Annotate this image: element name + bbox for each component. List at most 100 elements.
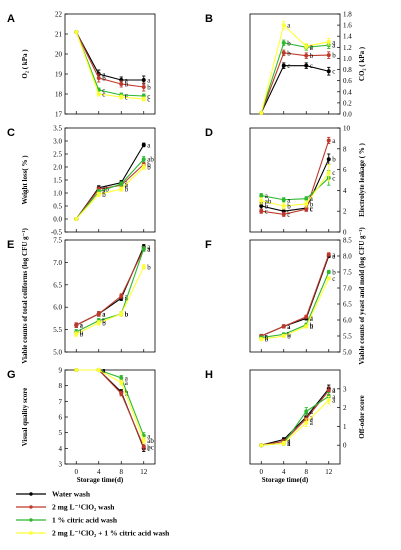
panel-letter: B: [205, 13, 213, 25]
significance-label: a: [310, 195, 314, 203]
data-point: [141, 438, 146, 443]
panel-e: E 5.0 5.5 6.0 6.5 7.0 7.5 Viable counts of tota…: [7, 228, 156, 364]
data-point: [141, 246, 146, 251]
significance-label: a: [332, 385, 336, 393]
y-tick-label: 21: [55, 31, 63, 39]
x-tick-label: 8: [305, 468, 309, 476]
data-point: [326, 398, 331, 403]
data-point: [304, 207, 309, 212]
series-line: [261, 158, 330, 212]
y-tick-label: 6.0: [343, 317, 352, 325]
significance-label: a: [125, 77, 129, 85]
significance-label: b: [80, 328, 84, 336]
data-point: [326, 53, 331, 58]
series-line: [76, 248, 145, 326]
data-point: [259, 198, 264, 203]
data-point: [304, 196, 309, 201]
data-point: [141, 97, 146, 101]
significance-label: a: [80, 322, 84, 330]
y-tick-label: 0.0: [53, 216, 62, 224]
significance-label: c: [287, 211, 290, 219]
y-tick-label: 0.2: [343, 99, 352, 107]
y-tick-label: 5.0: [343, 349, 352, 357]
data-point: [141, 85, 146, 89]
x-tick-label: 12: [325, 468, 333, 476]
legend-swatch-marker: [29, 492, 33, 496]
significance-label: a: [287, 440, 291, 448]
x-tick-label: 4: [97, 468, 101, 476]
significance-label: a: [310, 419, 314, 427]
y-tick-label: 7.0: [343, 285, 352, 293]
significance-label: ab: [265, 197, 272, 205]
significance-label: c: [332, 68, 335, 76]
y-tick-label: 8: [59, 382, 63, 390]
data-point: [304, 53, 309, 58]
significance-label: b: [310, 323, 314, 331]
y-tick-label: 1.2: [343, 44, 352, 52]
significance-label: a: [125, 379, 129, 387]
significance-label: a: [147, 432, 151, 440]
data-point: [304, 201, 309, 206]
data-point: [326, 170, 331, 175]
y-tick-label: 3: [59, 461, 63, 469]
significance-label: a: [287, 323, 291, 331]
series-line: [75, 31, 144, 81]
x-tick-label: 0: [260, 468, 264, 476]
significance-label: a: [332, 387, 336, 395]
series-line: [261, 172, 330, 207]
y-tick-label: 6.0: [53, 304, 62, 312]
significance-label: a: [102, 310, 106, 318]
data-point: [304, 409, 309, 414]
y-tick-label: 10: [343, 125, 351, 133]
data-point: [326, 157, 331, 162]
series-3: ba a: [259, 39, 336, 115]
legend-swatch-marker: [29, 531, 33, 535]
significance-label: c: [310, 206, 313, 214]
y-tick-label: 0.4: [343, 88, 352, 96]
significance-label: b: [265, 203, 269, 211]
data-point: [281, 197, 286, 202]
significance-label: b: [147, 164, 151, 172]
data-point: [141, 444, 146, 449]
significance-label: a: [125, 374, 129, 382]
significance-label: c: [125, 92, 128, 100]
significance-label: a: [265, 192, 269, 200]
significance-label: a: [102, 367, 106, 375]
significance-label: b: [332, 269, 336, 277]
panel-letter: H: [205, 369, 213, 381]
significance-label: c: [287, 208, 290, 216]
significance-label: a: [102, 71, 106, 79]
legend-label: 2 mg L⁻¹ClO₂ wash: [52, 503, 115, 512]
legend-item-1: Water wash: [16, 490, 91, 499]
y-tick-label: 1: [343, 423, 347, 431]
y-tick-label: 5.5: [343, 333, 352, 341]
y-tick-label: 7: [59, 398, 63, 406]
y-axis-title: Off-odor score: [358, 395, 366, 438]
y-tick-label: 1.0: [53, 190, 62, 198]
y-tick-label: 6: [59, 414, 63, 422]
series-4: aaa: [259, 395, 336, 448]
data-point: [96, 192, 101, 197]
legend: Water wash 2 mg L⁻¹ClO₂ wash 1 % citric ac…: [16, 490, 170, 538]
significance-label: b: [125, 310, 129, 318]
significance-label: c: [147, 93, 150, 101]
data-point: [119, 380, 124, 385]
data-point: [304, 324, 309, 329]
y-tick-label: 8: [343, 145, 347, 153]
y-tick-label: 7.0: [53, 259, 62, 267]
significance-label: a: [125, 182, 129, 190]
significance-label: b: [310, 52, 314, 60]
plot-frame: [249, 239, 341, 353]
significance-label: a: [310, 315, 314, 323]
y-axis-title: Visual quality score: [21, 388, 29, 447]
significance-label: a: [147, 77, 151, 85]
significance-label: b: [310, 200, 314, 208]
data-point: [119, 375, 124, 380]
significance-label: a: [332, 251, 336, 259]
